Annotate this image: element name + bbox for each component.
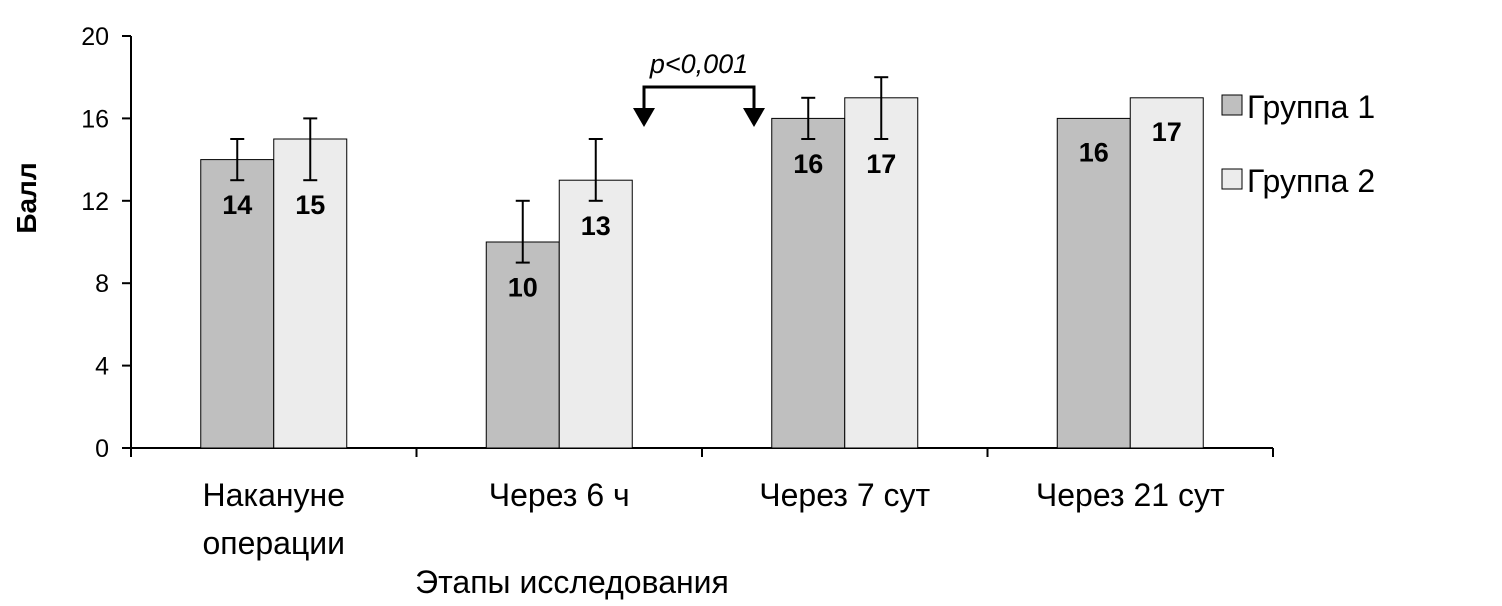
y-tick-label: 20 (81, 23, 109, 51)
y-tick-label: 12 (81, 188, 109, 216)
bar-2 (844, 97, 919, 449)
bar-value-label: 13 (581, 211, 611, 241)
error-bar (230, 138, 245, 182)
bar-2 (273, 138, 348, 449)
bar-value-label: 10 (508, 273, 538, 303)
legend-swatch (1221, 168, 1243, 190)
bar-1 (1056, 117, 1131, 449)
y-tick-label: 8 (95, 270, 109, 298)
x-tick-label: Через 21 сут (1036, 477, 1225, 513)
legend: Группа 1 Группа 2 (1221, 89, 1375, 199)
legend-swatch (1221, 94, 1243, 116)
annotation-text: p<0,001 (649, 49, 748, 79)
error-bar (515, 199, 530, 264)
bar-value-label: 14 (222, 190, 252, 220)
bar-1 (771, 117, 846, 449)
bar-value-label: 16 (1079, 137, 1109, 167)
error-bar (801, 96, 816, 140)
legend-label: Группа 2 (1247, 163, 1375, 199)
error-bar (303, 117, 318, 182)
bar-2 (558, 179, 633, 449)
bar-value-label: 17 (866, 149, 896, 179)
x-axis-title: Этапы исследования (415, 564, 729, 600)
bar-value-label: 15 (295, 190, 325, 220)
significance-annotation: p<0,001 (633, 49, 765, 127)
arrow-down-icon (633, 108, 655, 127)
bar-value-label: 16 (793, 149, 823, 179)
bar-1 (200, 159, 275, 449)
annotation-bracket (642, 85, 756, 108)
arrow-down-icon (743, 108, 765, 127)
bar-value-label: 17 (1152, 117, 1182, 147)
x-tick-label: Через 7 сут (759, 477, 930, 513)
x-tick-label: Через 6 ч (489, 477, 630, 513)
bar-2 (1129, 97, 1204, 449)
legend-label: Группа 1 (1247, 89, 1375, 125)
y-tick-label: 16 (81, 105, 109, 133)
x-tick-label: Накануне (202, 477, 345, 513)
plot-area: 0 4 8 12 16 20 Накануне операции Через 6 ч Через … (81, 23, 1274, 561)
y-axis-title: Балл (11, 162, 42, 233)
error-bar (588, 138, 603, 202)
error-bar (874, 76, 889, 140)
x-tick-label: операции (202, 525, 345, 561)
bar-1 (485, 241, 560, 449)
y-tick-label: 4 (95, 353, 109, 381)
y-tick-label: 0 (95, 435, 109, 463)
